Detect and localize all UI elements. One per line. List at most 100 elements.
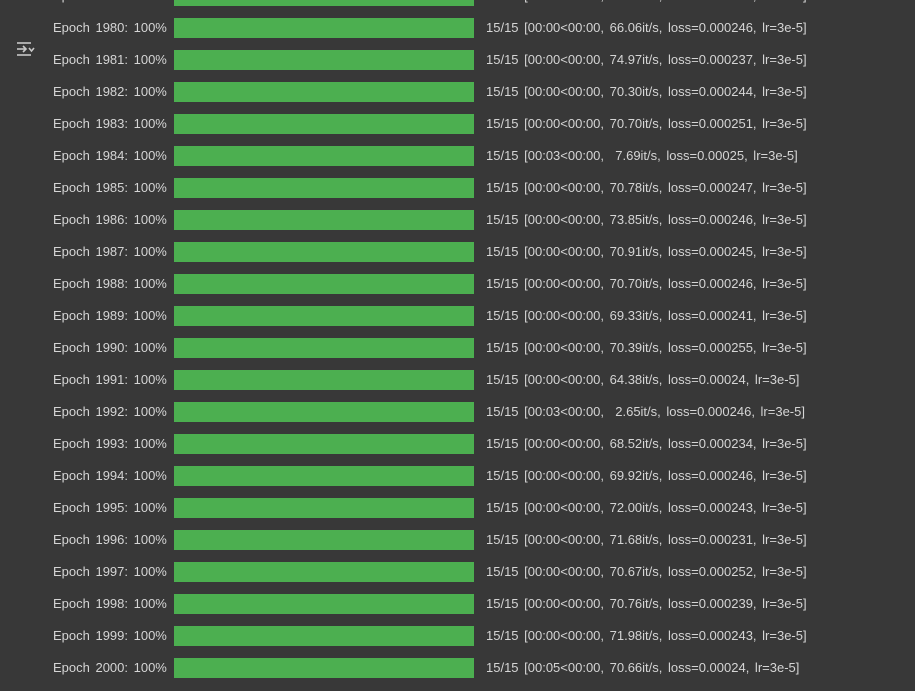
- epoch-label: Epoch 1980: 100%: [53, 20, 167, 35]
- progress-bar-fill: [174, 594, 474, 614]
- progress-row: Epoch 1991: 100% 15/15 [00:00<00:00, 64.3…: [53, 364, 903, 396]
- epoch-label: Epoch 1991: 100%: [53, 372, 167, 387]
- epoch-label: Epoch 1995: 100%: [53, 500, 167, 515]
- progress-row: Epoch 1988: 100% 15/15 [00:00<00:00, 70.7…: [53, 268, 903, 300]
- progress-stats: 15/15 [00:00<00:00, 70.70it/s, loss=0.00…: [486, 276, 807, 291]
- progress-bar-fill: [174, 626, 474, 646]
- progress-bar: [174, 0, 474, 6]
- training-progress-output: Epoch 1979: 100% 15/15 [00:00<00:00, 71.4…: [53, 0, 903, 684]
- progress-bar-fill: [174, 370, 474, 390]
- progress-bar-fill: [174, 338, 474, 358]
- progress-stats: 15/15 [00:00<00:00, 71.68it/s, loss=0.00…: [486, 532, 807, 547]
- epoch-label: Epoch 1990: 100%: [53, 340, 167, 355]
- progress-stats: 15/15 [00:00<00:00, 69.92it/s, loss=0.00…: [486, 468, 807, 483]
- progress-bar: [174, 274, 474, 294]
- progress-stats: 15/15 [00:05<00:00, 70.66it/s, loss=0.00…: [486, 660, 800, 675]
- progress-bar: [174, 178, 474, 198]
- epoch-label: Epoch 1979: 100%: [53, 0, 167, 4]
- progress-bar: [174, 530, 474, 550]
- progress-bar-fill: [174, 82, 474, 102]
- epoch-label: Epoch 2000: 100%: [53, 660, 167, 675]
- progress-bar: [174, 210, 474, 230]
- epoch-label: Epoch 1983: 100%: [53, 116, 167, 131]
- progress-row: Epoch 1983: 100% 15/15 [00:00<00:00, 70.7…: [53, 108, 903, 140]
- progress-row: Epoch 1989: 100% 15/15 [00:00<00:00, 69.3…: [53, 300, 903, 332]
- progress-bar-fill: [174, 562, 474, 582]
- progress-bar-fill: [174, 50, 474, 70]
- progress-stats: 15/15 [00:03<00:00, 2.65it/s, loss=0.000…: [486, 404, 805, 419]
- progress-bar-fill: [174, 0, 474, 6]
- progress-row: Epoch 1995: 100% 15/15 [00:00<00:00, 72.0…: [53, 492, 903, 524]
- progress-row: Epoch 1984: 100% 15/15 [00:03<00:00, 7.69…: [53, 140, 903, 172]
- progress-row: Epoch 1998: 100% 15/15 [00:00<00:00, 70.7…: [53, 588, 903, 620]
- output-settings-icon[interactable]: [14, 37, 38, 61]
- progress-bar-fill: [174, 146, 474, 166]
- progress-row: Epoch 1996: 100% 15/15 [00:00<00:00, 71.6…: [53, 524, 903, 556]
- progress-stats: 15/15 [00:00<00:00, 72.00it/s, loss=0.00…: [486, 500, 807, 515]
- epoch-label: Epoch 1998: 100%: [53, 596, 167, 611]
- progress-bar: [174, 50, 474, 70]
- progress-row: Epoch 1986: 100% 15/15 [00:00<00:00, 73.8…: [53, 204, 903, 236]
- epoch-label: Epoch 1996: 100%: [53, 532, 167, 547]
- progress-stats: 15/15 [00:00<00:00, 70.76it/s, loss=0.00…: [486, 596, 807, 611]
- progress-bar: [174, 626, 474, 646]
- progress-stats: 15/15 [00:00<00:00, 64.38it/s, loss=0.00…: [486, 372, 800, 387]
- progress-bar-fill: [174, 178, 474, 198]
- progress-bar-fill: [174, 498, 474, 518]
- progress-row: Epoch 1985: 100% 15/15 [00:00<00:00, 70.7…: [53, 172, 903, 204]
- progress-bar: [174, 402, 474, 422]
- progress-bar-fill: [174, 274, 474, 294]
- progress-stats: 15/15 [00:00<00:00, 70.39it/s, loss=0.00…: [486, 340, 807, 355]
- progress-row: Epoch 1982: 100% 15/15 [00:00<00:00, 70.3…: [53, 76, 903, 108]
- progress-bar-fill: [174, 306, 474, 326]
- progress-row: Epoch 1997: 100% 15/15 [00:00<00:00, 70.6…: [53, 556, 903, 588]
- progress-bar: [174, 114, 474, 134]
- progress-stats: 15/15 [00:00<00:00, 69.33it/s, loss=0.00…: [486, 308, 807, 323]
- progress-stats: 15/15 [00:00<00:00, 73.85it/s, loss=0.00…: [486, 212, 807, 227]
- epoch-label: Epoch 1994: 100%: [53, 468, 167, 483]
- progress-row: Epoch 1994: 100% 15/15 [00:00<00:00, 69.9…: [53, 460, 903, 492]
- progress-stats: 15/15 [00:00<00:00, 70.78it/s, loss=0.00…: [486, 180, 807, 195]
- progress-stats: 15/15 [00:00<00:00, 68.52it/s, loss=0.00…: [486, 436, 807, 451]
- progress-stats: 15/15 [00:03<00:00, 7.69it/s, loss=0.000…: [486, 148, 798, 163]
- progress-row: Epoch 1979: 100% 15/15 [00:00<00:00, 71.4…: [53, 0, 903, 12]
- progress-row: Epoch 1987: 100% 15/15 [00:00<00:00, 70.9…: [53, 236, 903, 268]
- progress-row: Epoch 1990: 100% 15/15 [00:00<00:00, 70.3…: [53, 332, 903, 364]
- progress-row: Epoch 1992: 100% 15/15 [00:03<00:00, 2.65…: [53, 396, 903, 428]
- progress-bar: [174, 146, 474, 166]
- epoch-label: Epoch 1989: 100%: [53, 308, 167, 323]
- progress-bar: [174, 18, 474, 38]
- progress-stats: 15/15 [00:00<00:00, 70.70it/s, loss=0.00…: [486, 116, 807, 131]
- progress-stats: 15/15 [00:00<00:00, 71.98it/s, loss=0.00…: [486, 628, 807, 643]
- progress-bar-fill: [174, 18, 474, 38]
- progress-bar-fill: [174, 242, 474, 262]
- progress-row: Epoch 1999: 100% 15/15 [00:00<00:00, 71.9…: [53, 620, 903, 652]
- progress-bar: [174, 594, 474, 614]
- epoch-label: Epoch 1993: 100%: [53, 436, 167, 451]
- progress-bar-fill: [174, 466, 474, 486]
- progress-stats: 15/15 [00:00<00:00, 74.97it/s, loss=0.00…: [486, 52, 807, 67]
- progress-stats: 15/15 [00:00<00:00, 66.06it/s, loss=0.00…: [486, 20, 807, 35]
- progress-row: Epoch 1980: 100% 15/15 [00:00<00:00, 66.0…: [53, 12, 903, 44]
- progress-row: Epoch 2000: 100% 15/15 [00:05<00:00, 70.6…: [53, 652, 903, 684]
- progress-bar: [174, 338, 474, 358]
- epoch-label: Epoch 1988: 100%: [53, 276, 167, 291]
- progress-bar: [174, 370, 474, 390]
- epoch-label: Epoch 1985: 100%: [53, 180, 167, 195]
- progress-bar-fill: [174, 530, 474, 550]
- epoch-label: Epoch 1984: 100%: [53, 148, 167, 163]
- epoch-label: Epoch 1997: 100%: [53, 564, 167, 579]
- epoch-label: Epoch 1999: 100%: [53, 628, 167, 643]
- progress-stats: 15/15 [00:00<00:00, 70.91it/s, loss=0.00…: [486, 244, 807, 259]
- progress-stats: 15/15 [00:00<00:00, 70.30it/s, loss=0.00…: [486, 84, 807, 99]
- progress-bar: [174, 498, 474, 518]
- epoch-label: Epoch 1982: 100%: [53, 84, 167, 99]
- progress-bar-fill: [174, 114, 474, 134]
- progress-row: Epoch 1981: 100% 15/15 [00:00<00:00, 74.9…: [53, 44, 903, 76]
- progress-bar-fill: [174, 658, 474, 678]
- progress-bar: [174, 434, 474, 454]
- epoch-label: Epoch 1986: 100%: [53, 212, 167, 227]
- epoch-label: Epoch 1981: 100%: [53, 52, 167, 67]
- progress-bar: [174, 466, 474, 486]
- epoch-label: Epoch 1992: 100%: [53, 404, 167, 419]
